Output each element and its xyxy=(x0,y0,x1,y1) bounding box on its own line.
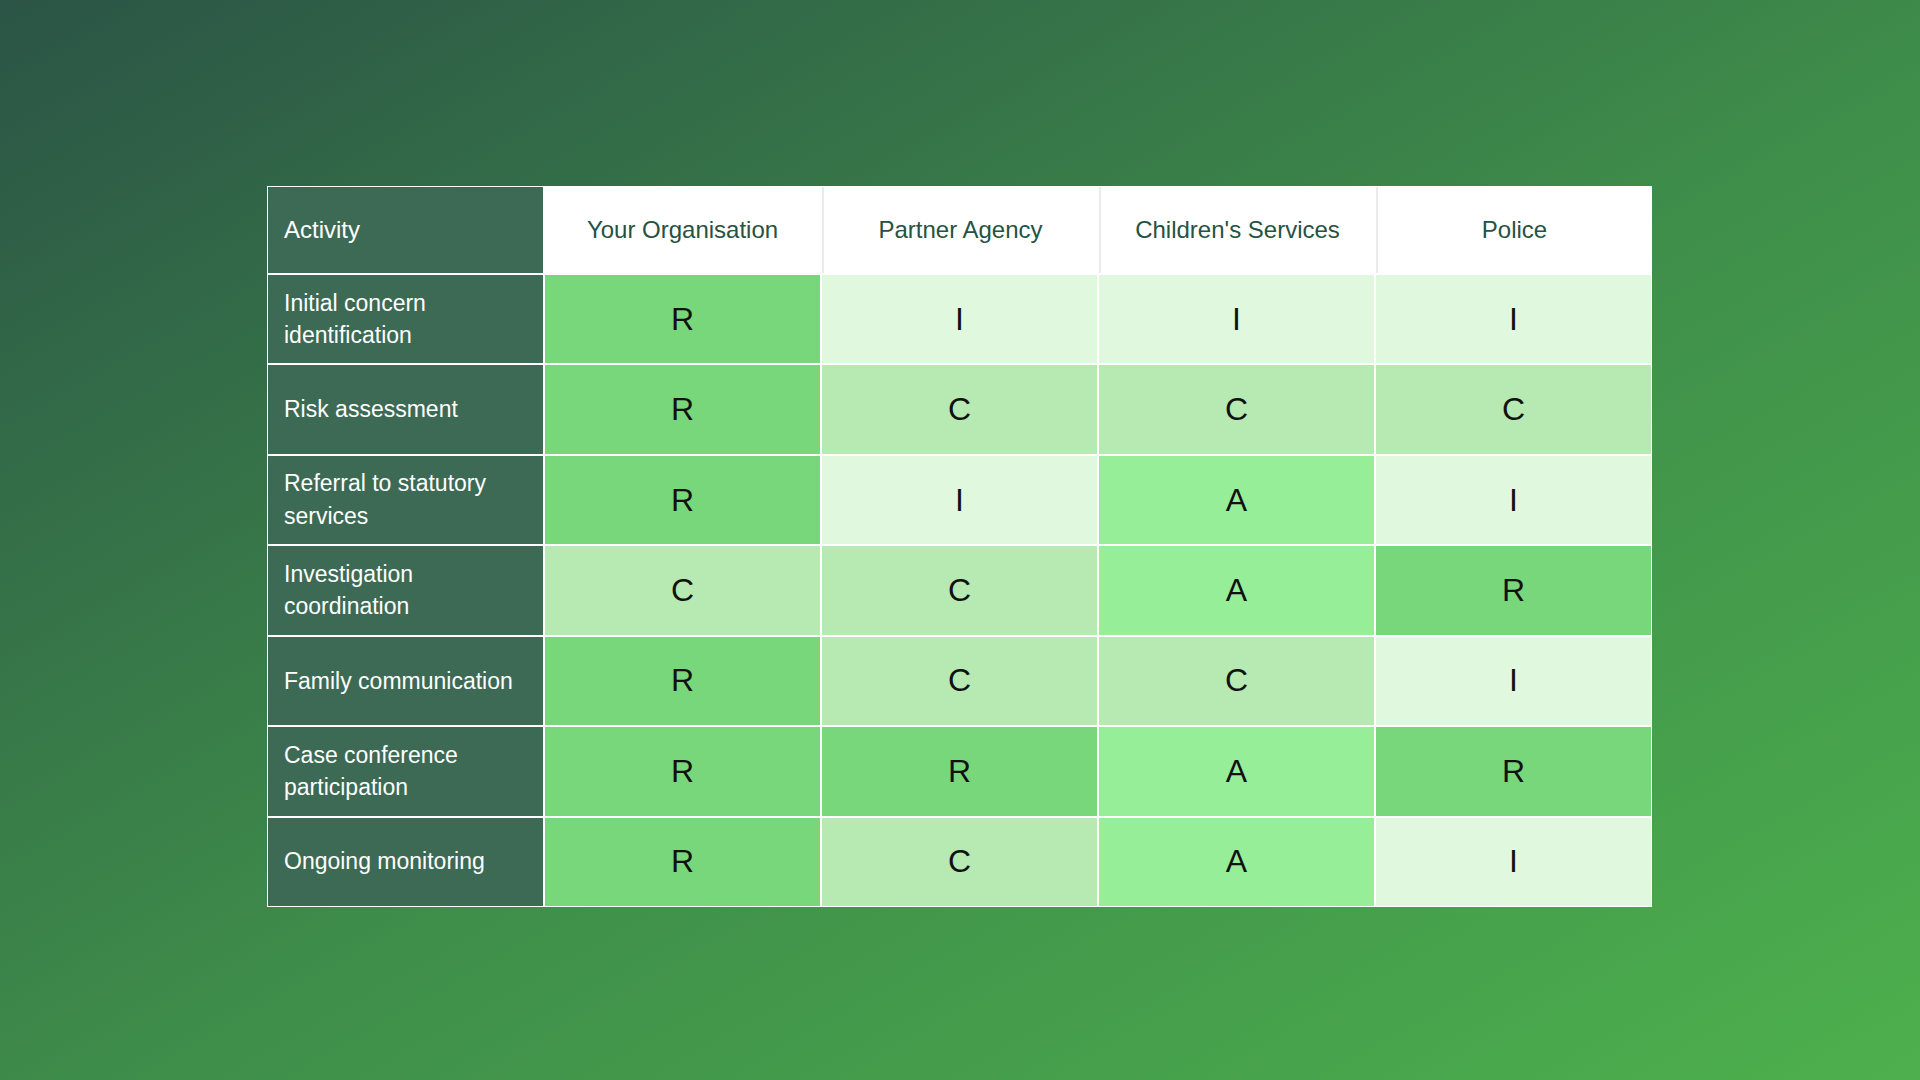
raci-cell: R xyxy=(545,365,820,453)
activity-label: Referral to statutory services xyxy=(268,456,543,544)
activity-label: Family communication xyxy=(268,637,543,725)
activity-label: Initial concern identification xyxy=(268,275,543,363)
raci-cell: C xyxy=(822,637,1097,725)
raci-cell: R xyxy=(545,456,820,544)
page-background: { "chart_data": { "type": "table", "colu… xyxy=(0,0,1920,1080)
raci-cell: C xyxy=(1376,365,1651,453)
raci-cell: I xyxy=(822,275,1097,363)
column-header-partner-agency: Partner Agency xyxy=(822,187,1097,273)
raci-cell: A xyxy=(1099,818,1374,906)
raci-cell: C xyxy=(545,546,820,634)
activity-label: Risk assessment xyxy=(268,365,543,453)
raci-cell: R xyxy=(1376,727,1651,815)
raci-cell: I xyxy=(1376,818,1651,906)
raci-cell: I xyxy=(1376,456,1651,544)
column-header-activity: Activity xyxy=(268,187,543,273)
raci-cell: A xyxy=(1099,727,1374,815)
raci-cell: R xyxy=(545,818,820,906)
raci-matrix-table: Activity Your Organisation Partner Agenc… xyxy=(267,186,1652,907)
activity-label: Ongoing monitoring xyxy=(268,818,543,906)
column-header-police: Police xyxy=(1376,187,1651,273)
raci-cell: C xyxy=(822,546,1097,634)
raci-cell: R xyxy=(545,275,820,363)
raci-cell: I xyxy=(1099,275,1374,363)
raci-cell: C xyxy=(1099,365,1374,453)
raci-cell: C xyxy=(1099,637,1374,725)
raci-cell: A xyxy=(1099,456,1374,544)
activity-label: Investigation coordination xyxy=(268,546,543,634)
raci-cell: R xyxy=(822,727,1097,815)
raci-cell: I xyxy=(1376,275,1651,363)
activity-label: Case conference participation xyxy=(268,727,543,815)
column-header-childrens-services: Children's Services xyxy=(1099,187,1374,273)
raci-cell: I xyxy=(822,456,1097,544)
raci-cell: R xyxy=(1376,546,1651,634)
raci-cell: C xyxy=(822,365,1097,453)
raci-cell: I xyxy=(1376,637,1651,725)
raci-cell: R xyxy=(545,637,820,725)
column-header-your-organisation: Your Organisation xyxy=(545,187,820,273)
raci-cell: C xyxy=(822,818,1097,906)
raci-cell: A xyxy=(1099,546,1374,634)
raci-cell: R xyxy=(545,727,820,815)
